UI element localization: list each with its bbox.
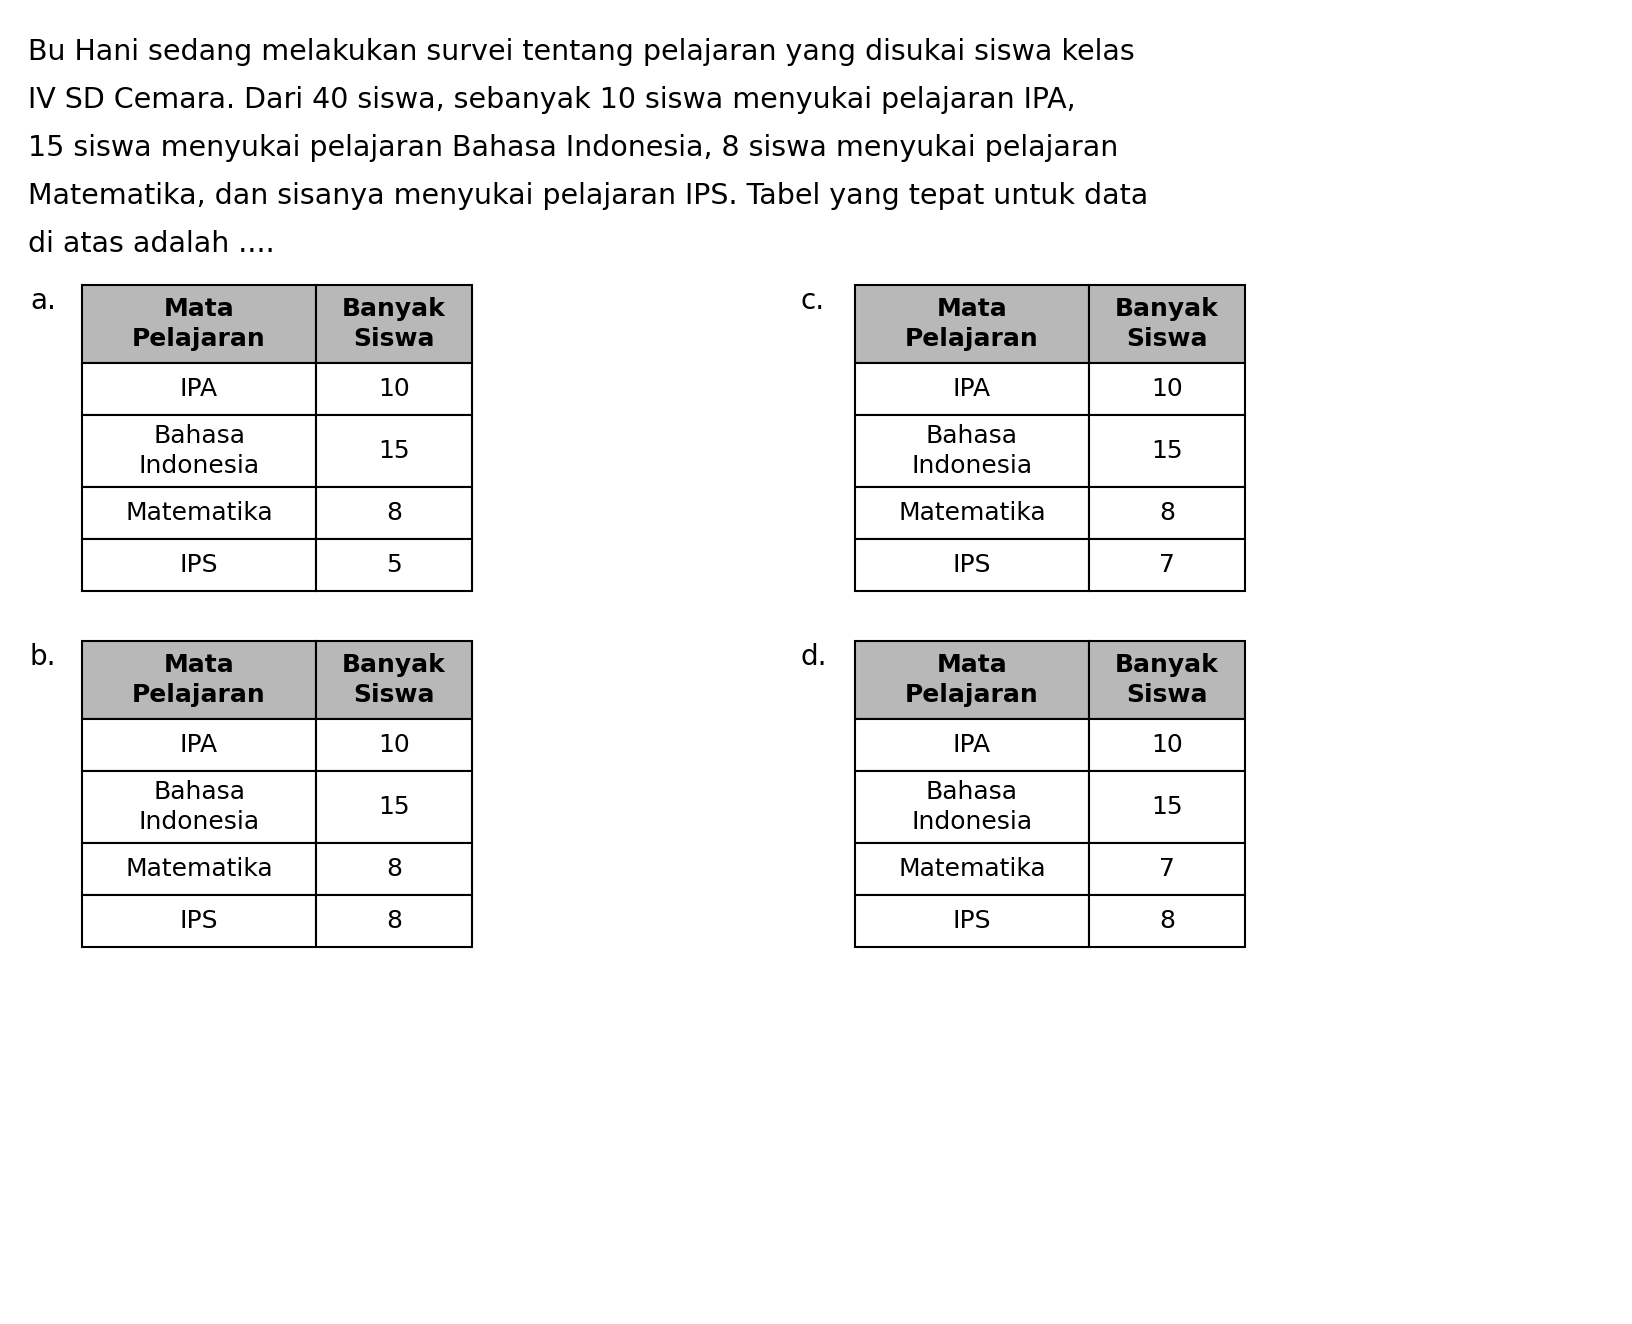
Bar (317, 285, 472, 363)
Text: IPS: IPS (180, 553, 219, 577)
Bar (1089, 487, 1245, 539)
Text: 15: 15 (1151, 440, 1183, 463)
Text: 7: 7 (1159, 857, 1175, 880)
Bar (82, 843, 317, 895)
Bar (855, 363, 1089, 414)
Text: Matematika, dan sisanya menyukai pelajaran IPS. Tabel yang tepat untuk data: Matematika, dan sisanya menyukai pelajar… (28, 181, 1149, 211)
Text: Matematika: Matematika (898, 500, 1046, 526)
Bar (1089, 363, 1245, 414)
Text: IPS: IPS (953, 910, 991, 933)
Bar (855, 285, 1089, 363)
Bar (855, 641, 1089, 719)
Text: Matematika: Matematika (898, 857, 1046, 880)
Text: 15: 15 (1151, 794, 1183, 820)
Text: 7: 7 (1159, 553, 1175, 577)
Text: d.: d. (800, 643, 826, 671)
Text: Bahasa
Indonesia: Bahasa Indonesia (139, 424, 259, 478)
Bar (317, 539, 472, 591)
Bar (82, 539, 317, 591)
Bar (317, 414, 472, 487)
Bar (317, 719, 472, 771)
Bar (317, 843, 472, 895)
Text: 10: 10 (379, 733, 410, 757)
Bar (317, 641, 472, 719)
Bar (82, 771, 317, 843)
Bar (1089, 895, 1245, 947)
Bar (82, 487, 317, 539)
Bar (855, 771, 1089, 843)
Text: 10: 10 (1151, 733, 1183, 757)
Text: 15 siswa menyukai pelajaran Bahasa Indonesia, 8 siswa menyukai pelajaran: 15 siswa menyukai pelajaran Bahasa Indon… (28, 134, 1118, 162)
Text: a.: a. (29, 287, 55, 315)
Text: Banyak
Siswa: Banyak Siswa (1115, 653, 1219, 707)
Text: Mata
Pelajaran: Mata Pelajaran (132, 297, 266, 351)
Text: IPS: IPS (180, 910, 219, 933)
Text: IPA: IPA (953, 733, 991, 757)
Text: Mata
Pelajaran: Mata Pelajaran (132, 653, 266, 707)
Bar (1089, 539, 1245, 591)
Text: 10: 10 (379, 377, 410, 401)
Text: IPA: IPA (180, 733, 219, 757)
Text: 15: 15 (379, 794, 410, 820)
Text: c.: c. (800, 287, 824, 315)
Text: Matematika: Matematika (126, 857, 273, 880)
Bar (82, 641, 317, 719)
Text: 8: 8 (1159, 500, 1175, 526)
Bar (82, 363, 317, 414)
Text: Bahasa
Indonesia: Bahasa Indonesia (139, 780, 259, 834)
Text: Bahasa
Indonesia: Bahasa Indonesia (911, 780, 1033, 834)
Bar (855, 539, 1089, 591)
Text: 8: 8 (387, 500, 401, 526)
Text: Banyak
Siswa: Banyak Siswa (343, 653, 446, 707)
Text: Banyak
Siswa: Banyak Siswa (343, 297, 446, 351)
Text: b.: b. (29, 643, 57, 671)
Text: Bu Hani sedang melakukan survei tentang pelajaran yang disukai siswa kelas: Bu Hani sedang melakukan survei tentang … (28, 38, 1134, 66)
Bar (1089, 285, 1245, 363)
Text: IPS: IPS (953, 553, 991, 577)
Bar (1089, 719, 1245, 771)
Bar (317, 487, 472, 539)
Bar (317, 771, 472, 843)
Bar (855, 719, 1089, 771)
Bar (82, 285, 317, 363)
Text: Banyak
Siswa: Banyak Siswa (1115, 297, 1219, 351)
Text: 8: 8 (387, 910, 401, 933)
Text: 5: 5 (387, 553, 401, 577)
Text: IPA: IPA (953, 377, 991, 401)
Bar (82, 895, 317, 947)
Text: Matematika: Matematika (126, 500, 273, 526)
Text: Mata
Pelajaran: Mata Pelajaran (906, 297, 1040, 351)
Text: 8: 8 (1159, 910, 1175, 933)
Text: 15: 15 (379, 440, 410, 463)
Bar (855, 895, 1089, 947)
Bar (82, 719, 317, 771)
Text: Mata
Pelajaran: Mata Pelajaran (906, 653, 1040, 707)
Bar (1089, 771, 1245, 843)
Bar (317, 895, 472, 947)
Bar (1089, 414, 1245, 487)
Text: Bahasa
Indonesia: Bahasa Indonesia (911, 424, 1033, 478)
Text: IPA: IPA (180, 377, 219, 401)
Text: 10: 10 (1151, 377, 1183, 401)
Bar (855, 414, 1089, 487)
Bar (317, 363, 472, 414)
Text: di atas adalah ....: di atas adalah .... (28, 230, 274, 258)
Text: IV SD Cemara. Dari 40 siswa, sebanyak 10 siswa menyukai pelajaran IPA,: IV SD Cemara. Dari 40 siswa, sebanyak 10… (28, 86, 1075, 114)
Bar (855, 843, 1089, 895)
Text: 8: 8 (387, 857, 401, 880)
Bar (1089, 843, 1245, 895)
Bar (82, 414, 317, 487)
Bar (1089, 641, 1245, 719)
Bar (855, 487, 1089, 539)
